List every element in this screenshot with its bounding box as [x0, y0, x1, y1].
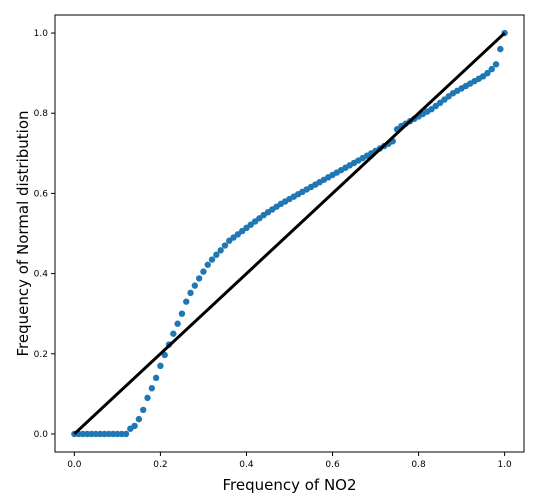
data-point	[213, 251, 220, 258]
data-point	[497, 45, 504, 53]
plot-frame	[54, 14, 525, 453]
data-point	[221, 242, 229, 249]
data-point	[183, 298, 190, 305]
data-points	[71, 29, 508, 438]
data-point	[191, 282, 199, 289]
data-point	[208, 256, 216, 263]
y-tick-label: 0.2	[34, 350, 48, 360]
data-point	[200, 268, 207, 275]
data-point	[195, 275, 203, 282]
reference-line	[73, 31, 506, 436]
y-tick-label: 0.6	[34, 189, 49, 199]
y-tick-label: 0.8	[34, 109, 49, 119]
y-tick-label: 1.0	[34, 29, 49, 39]
y-axis-ticks: 0.0 0.2 0.4 0.6 0.8 1.0	[34, 29, 55, 440]
data-point	[148, 385, 156, 392]
x-tick-label: 0.0	[67, 460, 82, 470]
x-tick-label: 0.6	[325, 460, 340, 470]
data-point	[187, 289, 194, 297]
data-point	[135, 415, 143, 423]
data-point	[178, 310, 186, 317]
x-tick-label: 0.8	[411, 460, 426, 470]
data-point	[170, 330, 177, 337]
data-point	[140, 406, 147, 414]
x-axis-label: Frequency of NO2	[222, 476, 356, 494]
data-point	[157, 362, 164, 370]
y-tick-label: 0.4	[34, 270, 49, 280]
data-point	[161, 351, 168, 359]
x-tick-label: 0.2	[153, 460, 167, 470]
data-point	[217, 247, 224, 254]
data-point	[492, 61, 500, 68]
data-point	[131, 422, 138, 430]
data-point	[174, 320, 181, 327]
data-point	[122, 430, 130, 438]
data-point	[144, 394, 151, 402]
y-axis-label: Frequency of Normal distribution	[14, 110, 32, 356]
x-tick-label: 1.0	[497, 460, 512, 470]
data-point	[488, 65, 495, 73]
data-point	[484, 69, 491, 77]
data-point	[152, 374, 160, 382]
y-tick-label: 0.0	[34, 430, 49, 440]
x-tick-label: 0.4	[239, 460, 254, 470]
x-axis-ticks: 0.0 0.2 0.4 0.6 0.8 1.0	[67, 452, 512, 470]
data-point	[204, 261, 211, 268]
